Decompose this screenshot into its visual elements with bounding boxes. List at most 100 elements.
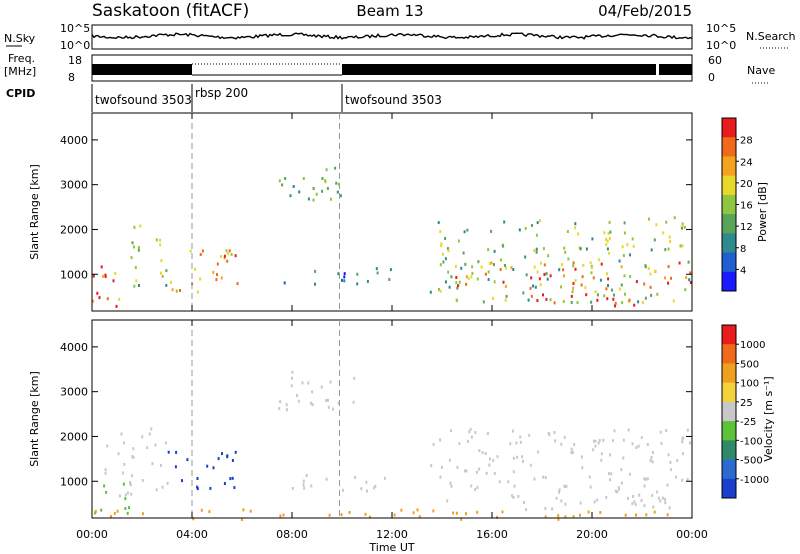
power-data-point [112,279,115,283]
power-data-point [226,259,229,263]
velocity-data-point [418,515,421,519]
velocity-colorbar-swatch [722,382,736,403]
power-data-point [689,271,692,275]
velocity-data-point [302,483,305,487]
velocity-data-point [643,504,646,508]
power-data-point [337,182,340,186]
velocity-data-point [465,469,468,473]
power-data-point [623,221,626,225]
power-colorbar-swatch [722,156,736,177]
power-data-point [622,254,625,257]
velocity-data-point [155,488,158,492]
power-data-point [543,263,546,267]
power-data-point [564,250,567,254]
velocity-data-point [557,514,560,518]
velocity-data-point [106,444,109,448]
power-data-point [179,289,181,292]
velocity-data-point [652,505,655,509]
velocity-data-point [657,496,660,500]
velocity-data-point [481,451,484,455]
power-data-point [524,227,527,230]
power-data-point [613,293,615,297]
power-data-point [545,272,548,276]
velocity-data-point [175,450,178,454]
velocity-data-point [511,494,514,498]
velocity-data-point [348,511,351,514]
x-tick-label: 00:00 [676,528,708,541]
power-data-point [667,247,670,251]
velocity-data-point [460,517,463,521]
velocity-colorbar-tick-label: -25 [740,417,756,428]
velocity-data-point [516,455,519,459]
velocity-data-point [664,501,667,505]
velocity-data-point [439,438,442,442]
velocity-data-point [307,381,310,385]
velocity-colorbar-tick-label: 100 [740,379,759,390]
power-data-point [668,235,671,239]
power-data-point [608,220,611,224]
velocity-data-point [141,435,144,439]
velocity-data-point [492,458,495,462]
velocity-colorbar-frame [721,324,737,499]
velocity-data-point [573,443,576,446]
power-data-point [689,281,692,284]
velocity-data-point [645,513,648,517]
velocity-data-point [476,485,479,489]
velocity-data-point [233,486,236,490]
power-data-point [505,294,508,298]
power-data-point [336,190,339,194]
velocity-data-point [558,488,561,492]
velocity-data-point [669,468,672,472]
power-data-point [607,231,610,235]
power-data-point [283,281,286,285]
velocity-data-point [557,517,560,521]
power-data-point [664,276,666,280]
power-data-point [118,297,121,301]
power-data-point [680,226,683,230]
power-data-point [343,272,346,276]
velocity-data-point [598,439,601,442]
power-data-point [620,283,623,287]
velocity-data-point [564,515,567,519]
power-data-point [614,301,617,305]
power-data-point [621,301,624,305]
velocity-data-point [186,458,189,462]
power-data-point [493,263,495,267]
power-data-point [341,278,343,282]
velocity-data-point [311,403,314,407]
power-data-point [437,221,440,225]
power-data-point [96,291,99,295]
velocity-data-point [617,486,620,490]
velocity-data-point [105,490,108,494]
power-data-point [455,298,458,302]
velocity-data-point [627,428,630,432]
power-colorbar-tick-label: 16 [740,201,753,212]
power-data-point [607,284,609,287]
power-data-point [591,266,594,270]
power-data-point [315,192,318,196]
velocity-data-point [517,494,520,498]
velocity-data-point [206,464,209,468]
power-data-point [499,268,502,271]
velocity-data-point [103,484,106,488]
power-data-point [457,284,460,288]
time-axis: 00:00 04:00 08:00 12:00 16:00 20:00 00:00 [76,113,708,541]
velocity-data-point [563,484,566,488]
power-data-point [558,268,561,272]
velocity-data-point [285,403,288,407]
velocity-data-point [400,508,403,512]
power-data-point [582,263,585,267]
velocity-data-point [416,508,419,512]
velocity-panel: 1000 2000 3000 4000 Slant Range [km] 1000 50… [28,319,775,521]
power-data-point [669,239,672,243]
power-data-point [228,249,231,253]
power-data-point [662,231,665,235]
power-data-point [171,288,174,292]
velocity-data-point [430,464,433,468]
velocity-data-point [104,471,107,475]
power-data-point [535,233,538,237]
velocity-data-point [622,438,625,442]
velocity-data-point [291,487,294,490]
velocity-data-point [588,475,591,479]
power-data-point [343,275,346,279]
